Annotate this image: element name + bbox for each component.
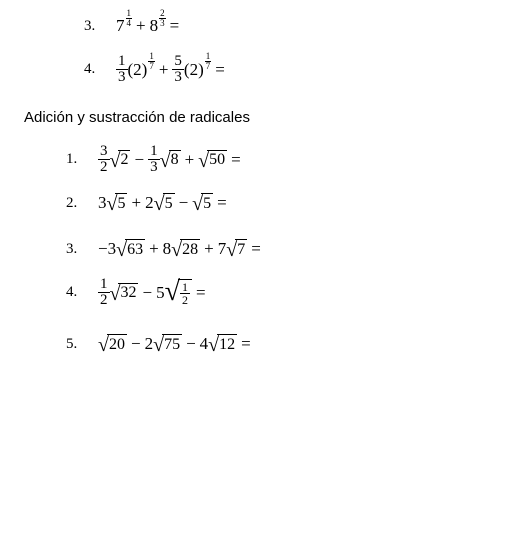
problem-number: 2. xyxy=(66,195,84,212)
fraction: 1 2 xyxy=(98,277,110,308)
sqrt: √2 xyxy=(110,150,131,170)
sqrt: √20 xyxy=(98,334,127,354)
s2-problem-5: 5. √20 − 2 √75 − 4 √12 = xyxy=(66,334,488,354)
s1-problem-4: 4. 1 3 (2) 1 7 + 5 3 (2) 1 7 = xyxy=(84,54,488,85)
expression: 7 1 4 + 8 2 3 = xyxy=(116,16,179,36)
expression: 3 2 √2 − 1 3 √8 + √50 = xyxy=(98,144,241,175)
sqrt: √8 xyxy=(160,150,181,170)
sqrt: √5 xyxy=(154,193,175,213)
s1-problem-3: 3. 7 1 4 + 8 2 3 = xyxy=(84,16,488,36)
sqrt: √7 xyxy=(226,239,247,259)
fraction: 1 2 xyxy=(180,281,190,306)
exponent-fraction: 1 4 xyxy=(126,9,133,28)
sqrt: √32 xyxy=(110,283,139,303)
s2-problem-4: 4. 1 2 √32 − 5 √ 1 2 = xyxy=(66,277,488,308)
exponent-fraction: 1 7 xyxy=(205,52,212,71)
problem-number: 3. xyxy=(84,18,102,35)
problem-number: 3. xyxy=(66,241,84,258)
expression: 3 √5 + 2 √5 − √5 = xyxy=(98,193,227,213)
exponent-fraction: 1 7 xyxy=(148,52,155,71)
expression: 1 2 √32 − 5 √ 1 2 = xyxy=(98,277,206,308)
fraction: 1 3 xyxy=(116,54,128,85)
s2-problem-2: 2. 3 √5 + 2 √5 − √5 = xyxy=(66,193,488,213)
expression: √20 − 2 √75 − 4 √12 = xyxy=(98,334,251,354)
s2-problem-3: 3. −3 √63 + 8 √28 + 7 √7 = xyxy=(66,239,488,259)
fraction: 5 3 xyxy=(172,54,184,85)
s2-problem-1: 1. 3 2 √2 − 1 3 √8 + √50 = xyxy=(66,144,488,175)
problem-number: 5. xyxy=(66,336,84,353)
problem-number: 4. xyxy=(66,284,84,301)
expression: 1 3 (2) 1 7 + 5 3 (2) 1 7 = xyxy=(116,54,225,85)
section-title: Adición y sustracción de radicales xyxy=(24,109,488,126)
expression: −3 √63 + 8 √28 + 7 √7 = xyxy=(98,239,261,259)
sqrt: √50 xyxy=(198,150,227,170)
problem-number: 4. xyxy=(84,61,102,78)
fraction: 1 3 xyxy=(148,144,160,175)
sqrt: √5 xyxy=(192,193,213,213)
sqrt: √12 xyxy=(208,334,237,354)
sqrt: √28 xyxy=(171,239,200,259)
fraction: 3 2 xyxy=(98,144,110,175)
sqrt: √75 xyxy=(153,334,182,354)
sqrt: √63 xyxy=(116,239,145,259)
sqrt: √5 xyxy=(107,193,128,213)
problem-number: 1. xyxy=(66,151,84,168)
exponent-fraction: 2 3 xyxy=(159,9,166,28)
sqrt-with-fraction: √ 1 2 xyxy=(165,279,192,307)
